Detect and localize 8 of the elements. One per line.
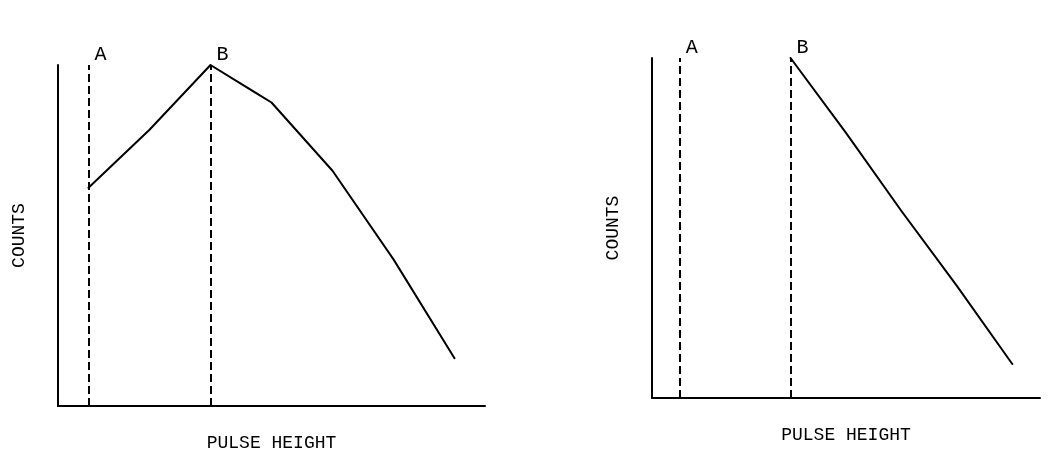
y-axis-title: COUNTS: [603, 195, 623, 261]
annotation: A: [94, 42, 107, 66]
annotation: B: [796, 35, 809, 59]
annotation: A: [685, 35, 698, 59]
y-axis-title: COUNTS: [9, 203, 29, 268]
annotation: B: [216, 42, 229, 66]
x-axis-title: PULSE HEIGHT: [781, 425, 912, 445]
x-axis-title: PULSE HEIGHT: [206, 433, 337, 453]
